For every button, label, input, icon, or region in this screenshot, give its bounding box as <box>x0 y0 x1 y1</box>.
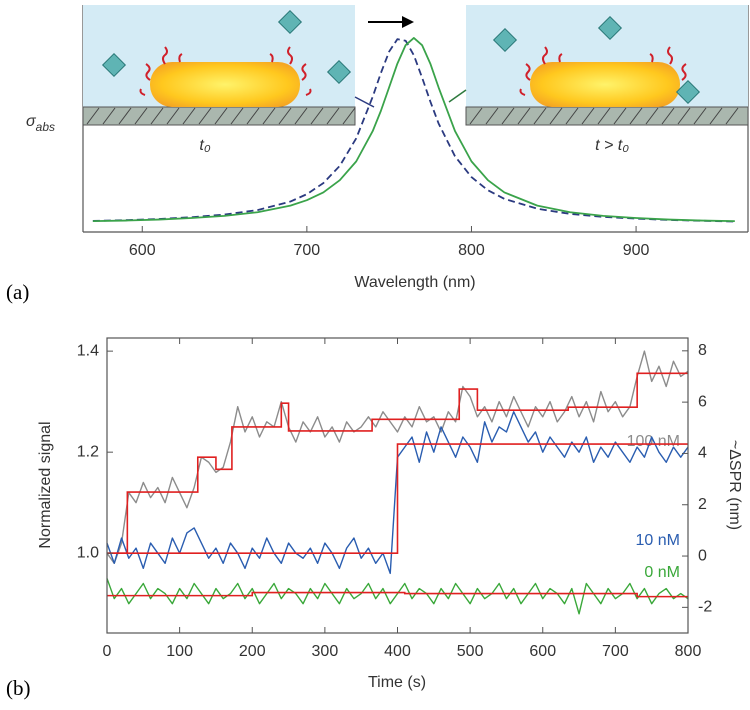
nanorod <box>530 62 680 107</box>
y2-tick-label: 4 <box>698 445 707 462</box>
hatch-line <box>581 107 595 125</box>
series-line <box>106 578 689 615</box>
y-label-symbol: σ <box>26 113 37 130</box>
x-tick-label: 900 <box>623 242 650 259</box>
series-line <box>92 37 735 223</box>
x-tick-label: 700 <box>602 643 629 660</box>
analyte <box>675 79 701 105</box>
hatch-line <box>326 107 340 125</box>
hatch-line <box>262 107 276 125</box>
y-tick-label: 1.4 <box>77 342 99 359</box>
panel-label: (b) <box>6 676 31 700</box>
hatch-line <box>166 107 180 125</box>
hatch-line <box>246 107 260 125</box>
hatch-line <box>342 107 356 125</box>
hatch-line <box>677 107 691 125</box>
series-line <box>92 38 735 223</box>
hatch-line <box>214 107 228 125</box>
x-axis-label: Time (s) <box>368 674 426 691</box>
connector <box>354 96 375 108</box>
hatch-line <box>198 107 212 125</box>
hatch-line <box>102 107 116 125</box>
analyte <box>597 15 623 41</box>
series-label: 10 nM <box>636 532 680 549</box>
x-tick-label: 800 <box>458 242 485 259</box>
panel-label: (a) <box>6 280 29 304</box>
connector <box>448 89 467 103</box>
series-label: 0 nM <box>644 564 680 581</box>
x-tick-label: 300 <box>312 643 339 660</box>
analyte <box>326 59 352 85</box>
y2-tick-label: 0 <box>698 547 707 564</box>
fit-line <box>107 443 688 554</box>
analytes <box>492 15 701 105</box>
x-axis-label: Wavelength (nm) <box>354 274 475 291</box>
y2-tick-label: -2 <box>698 599 712 616</box>
hatch-line <box>629 107 643 125</box>
x-tick-label: 100 <box>166 643 193 660</box>
hatch-line <box>693 107 707 125</box>
y2-axis-label: ~ΔSPR (nm) <box>726 440 743 530</box>
y-axis-label: Normalized signal <box>37 421 54 548</box>
x-tick-label: 600 <box>529 643 556 660</box>
hatch-line <box>485 107 499 125</box>
hatch-line <box>725 107 739 125</box>
fit-line <box>107 591 688 598</box>
x-tick-label: 400 <box>384 643 411 660</box>
shift-arrowhead <box>402 16 414 28</box>
y2-tick-label: 2 <box>698 496 707 513</box>
hatch-line <box>469 107 483 125</box>
analytes <box>101 9 352 85</box>
hatch-line <box>150 107 164 125</box>
y-label-subscript: abs <box>36 120 55 134</box>
hatch-line <box>517 107 531 125</box>
hatch-line <box>597 107 611 125</box>
hatch-line <box>709 107 723 125</box>
substrate-hatching <box>86 107 739 125</box>
annotation: t > t₀ <box>595 137 629 154</box>
panel-a-plot: 600 700 800 900 <box>82 5 749 259</box>
annotation: t₀ <box>199 137 210 154</box>
hatch-line <box>182 107 196 125</box>
insets <box>82 5 749 126</box>
hatch-line <box>501 107 515 125</box>
hatch-line <box>86 107 100 125</box>
receptors <box>519 46 687 96</box>
hatch-line <box>565 107 579 125</box>
hatch-line <box>661 107 675 125</box>
hatch-line <box>613 107 627 125</box>
hatch-line <box>549 107 563 125</box>
hatch-line <box>310 107 324 125</box>
x-tick-label: 0 <box>103 643 112 660</box>
analyte <box>492 27 518 53</box>
y-tick-label: 1.0 <box>77 544 99 561</box>
x-tick-label: 200 <box>239 643 266 660</box>
analyte <box>101 52 127 78</box>
hatch-line <box>134 107 148 125</box>
inset-substrate <box>82 106 356 126</box>
y2-tick-label: 8 <box>698 342 707 359</box>
receptors <box>139 46 312 96</box>
hatch-line <box>645 107 659 125</box>
fit-line <box>107 372 688 554</box>
y-tick-label: 1.2 <box>77 443 99 460</box>
hatch-line <box>294 107 308 125</box>
hatch-line <box>278 107 292 125</box>
hatch-line <box>230 107 244 125</box>
x-tick-label: 800 <box>675 643 702 660</box>
hatch-line <box>118 107 132 125</box>
y2-tick-label: 6 <box>698 393 707 410</box>
series-line <box>106 350 689 564</box>
nanorod <box>150 62 300 107</box>
x-tick-label: 600 <box>129 242 156 259</box>
x-tick-label: 700 <box>294 242 321 259</box>
analyte <box>277 9 303 35</box>
x-tick-label: 500 <box>457 643 484 660</box>
y-axis-label: σabs <box>26 113 55 134</box>
hatch-line <box>533 107 547 125</box>
